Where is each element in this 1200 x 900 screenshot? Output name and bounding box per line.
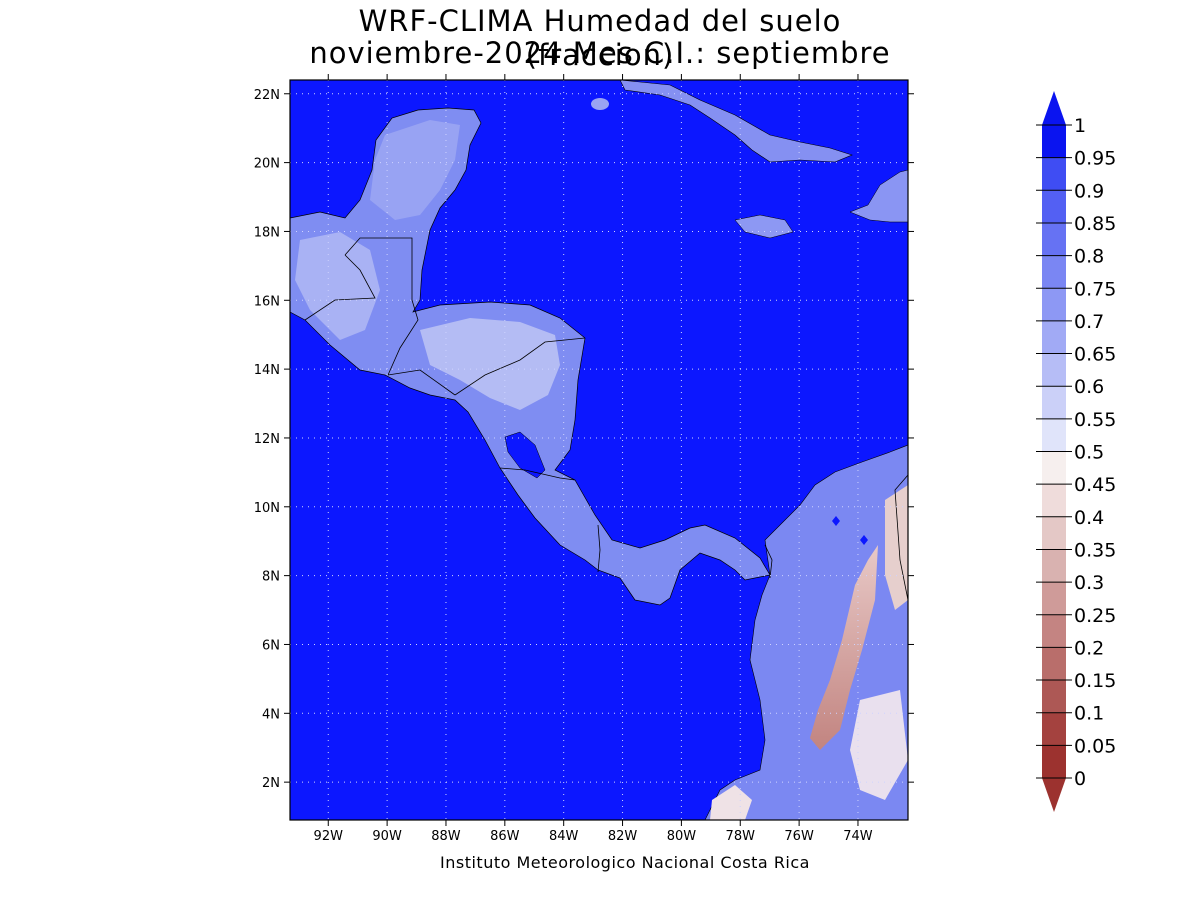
colorbar-bottom-arrow — [1042, 778, 1066, 812]
colorbar-segment — [1042, 614, 1066, 648]
colorbar-label: 1 — [1074, 115, 1086, 137]
border-panama-colombia — [764, 544, 773, 579]
colorbar-segment — [1042, 418, 1066, 452]
border-nicaragua-costarica — [499, 467, 576, 481]
y-tick-label: 2N — [262, 776, 280, 791]
colorbar-label: 0.4 — [1074, 507, 1104, 529]
colorbar-label: 0.5 — [1074, 442, 1104, 464]
colorbar-segment — [1042, 125, 1066, 158]
colorbar-label: 0.85 — [1074, 213, 1116, 235]
colorbar-label: 0.9 — [1074, 180, 1104, 202]
colorbar-label: 0.7 — [1074, 311, 1104, 333]
map-grid — [290, 80, 908, 820]
border-guatemala-honduras — [387, 299, 419, 376]
map-title-line-1: WRF-CLIMA Humedad del suelo (fraccion) — [358, 4, 842, 72]
y-tick-label: 14N — [254, 363, 280, 378]
colorbar-label: 0.55 — [1074, 409, 1116, 431]
colorbar-label: 0.75 — [1074, 278, 1116, 300]
country-borders — [304, 237, 908, 601]
institution-credit: Instituto Meteorologico Nacional Costa R… — [440, 853, 810, 872]
colorbar-segment — [1042, 516, 1066, 550]
colorbar-segment — [1042, 745, 1066, 778]
border-colombia-venezuela — [894, 474, 908, 601]
pacific-coast-dry — [710, 785, 752, 820]
colorbar-segment — [1042, 157, 1066, 191]
x-tick-label: 84W — [549, 829, 579, 844]
colombia-east-dry — [885, 485, 908, 610]
colorbar-label: 0.3 — [1074, 572, 1104, 594]
map-title-line-2: noviembre-2024 Mes C.I.: septiembre — [309, 36, 891, 70]
colorbar-segment — [1042, 647, 1066, 681]
andes-dry-band — [810, 545, 878, 750]
hispaniola-land — [849, 169, 908, 223]
border-mexico-guatemala — [344, 237, 413, 300]
y-tick-label: 12N — [254, 432, 280, 447]
border-guatemala-mexico-south — [304, 254, 376, 321]
yucatan-interior — [370, 120, 460, 220]
y-tick-label: 20N — [254, 157, 280, 172]
colorbar-segment — [1042, 484, 1066, 517]
x-tick-label: 88W — [431, 829, 461, 844]
colorbar-segment — [1042, 582, 1066, 615]
colorbar-segment — [1042, 451, 1066, 485]
cuba-land — [619, 80, 853, 163]
border-honduras-elsalvador — [387, 369, 456, 396]
land-masses — [290, 80, 908, 820]
marker-1 — [832, 516, 840, 526]
colorbar-label: 0.35 — [1074, 539, 1116, 561]
colorbar-label: 0.8 — [1074, 246, 1104, 268]
y-tick-label: 8N — [262, 570, 280, 585]
y-axis-ticks: 2N 4N 6N 8N 10N 12N 14N 16N 18N 20N 22N — [254, 88, 914, 791]
colorbar-segment — [1042, 712, 1066, 746]
honduras-interior — [420, 318, 560, 410]
x-tick-label: 82W — [608, 829, 638, 844]
x-tick-label: 86W — [490, 829, 520, 844]
y-tick-label: 22N — [254, 88, 280, 103]
y-tick-label: 18N — [254, 225, 280, 240]
colorbar-top-arrow — [1042, 91, 1066, 125]
isla-juventud — [591, 98, 609, 110]
y-tick-label: 6N — [262, 638, 280, 653]
colorbar-segment — [1042, 288, 1066, 321]
colorbar: 1 0.95 0.9 0.85 0.8 0.75 0.7 0.65 0.6 0.55 0.5 0.45… — [1036, 91, 1116, 812]
x-tick-label: 76W — [784, 829, 814, 844]
colorbar-label: 0.65 — [1074, 344, 1116, 366]
colorbar-label: 0.15 — [1074, 670, 1116, 692]
x-tick-label: 78W — [726, 829, 756, 844]
x-tick-label: 90W — [372, 829, 402, 844]
colorbar-segment — [1042, 222, 1066, 256]
colorbar-label: 0.05 — [1074, 735, 1116, 757]
colorbar-segment — [1042, 320, 1066, 354]
y-tick-label: 10N — [254, 501, 280, 516]
map-frame — [289, 79, 909, 821]
colorbar-label: 0.95 — [1074, 148, 1116, 170]
x-tick-label: 80W — [667, 829, 697, 844]
x-tick-label: 74W — [843, 829, 873, 844]
colorbar-segment — [1042, 255, 1066, 289]
marker-2 — [860, 535, 868, 545]
colorbar-label: 0.25 — [1074, 605, 1116, 627]
y-tick-label: 16N — [254, 294, 280, 309]
colombia-south-dry — [850, 690, 908, 800]
colorbar-segment — [1042, 386, 1066, 419]
colorbar-label: 0.1 — [1074, 703, 1104, 725]
colorbar-segment — [1042, 190, 1066, 223]
colorbar-segment — [1042, 680, 1066, 713]
x-axis-ticks: 92W 90W 88W 86W 84W 82W 80W 78W 76W 74W — [314, 74, 873, 844]
colorbar-label: 0.45 — [1074, 474, 1116, 496]
y-tick-label: 4N — [262, 707, 280, 722]
border-honduras-nicaragua — [454, 337, 586, 396]
colorbar-label: 0 — [1074, 768, 1086, 790]
colorbar-label: 0.6 — [1074, 376, 1104, 398]
border-costarica-panama — [597, 524, 601, 573]
colorbar-segment — [1042, 549, 1066, 583]
jamaica-land — [734, 214, 794, 239]
colorbar-label: 0.2 — [1074, 637, 1104, 659]
colorbar-segment — [1042, 353, 1066, 387]
guatemala-interior — [295, 232, 380, 340]
x-tick-label: 92W — [314, 829, 344, 844]
